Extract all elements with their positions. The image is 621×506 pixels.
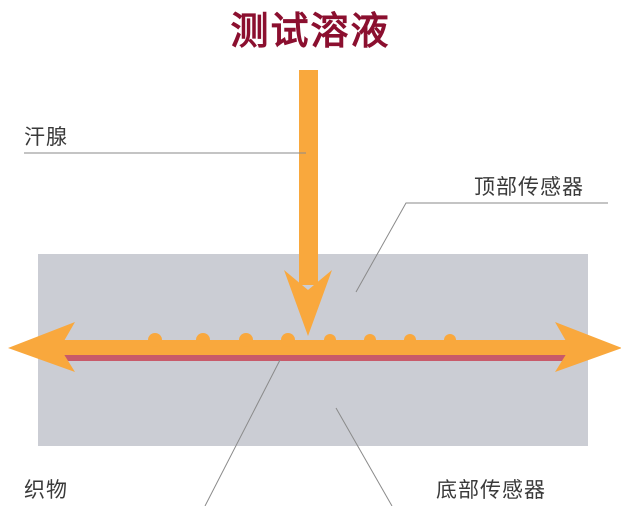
bottom-sensor-label: 底部传感器	[436, 478, 546, 502]
horizontal-flow-arrow-shaft	[60, 340, 570, 355]
top-sensor-leader-line	[355, 202, 608, 293]
left-arrow-head	[8, 322, 75, 372]
leader-lines	[24, 152, 608, 506]
droplet	[281, 333, 295, 347]
droplet	[148, 333, 162, 347]
fabric-label: 织物	[24, 478, 68, 502]
vertical-flow-arrow-shaft	[299, 70, 318, 285]
droplet	[239, 333, 253, 347]
droplet	[364, 334, 376, 346]
droplet	[324, 334, 336, 346]
fabric-layer	[58, 354, 573, 361]
top-sensor-label: 顶部传感器	[474, 175, 584, 199]
down-arrow-head	[284, 270, 332, 336]
sweat-gland-label: 汗腺	[24, 125, 68, 149]
diagram-title: 测试溶液	[230, 9, 391, 53]
droplet	[444, 334, 456, 346]
droplet	[196, 333, 210, 347]
droplet	[404, 334, 416, 346]
right-arrow-head	[555, 322, 621, 372]
droplet-bumps	[148, 333, 456, 347]
fabric-leader-line	[204, 359, 281, 506]
bottom-sensor-leader-line	[335, 407, 393, 506]
